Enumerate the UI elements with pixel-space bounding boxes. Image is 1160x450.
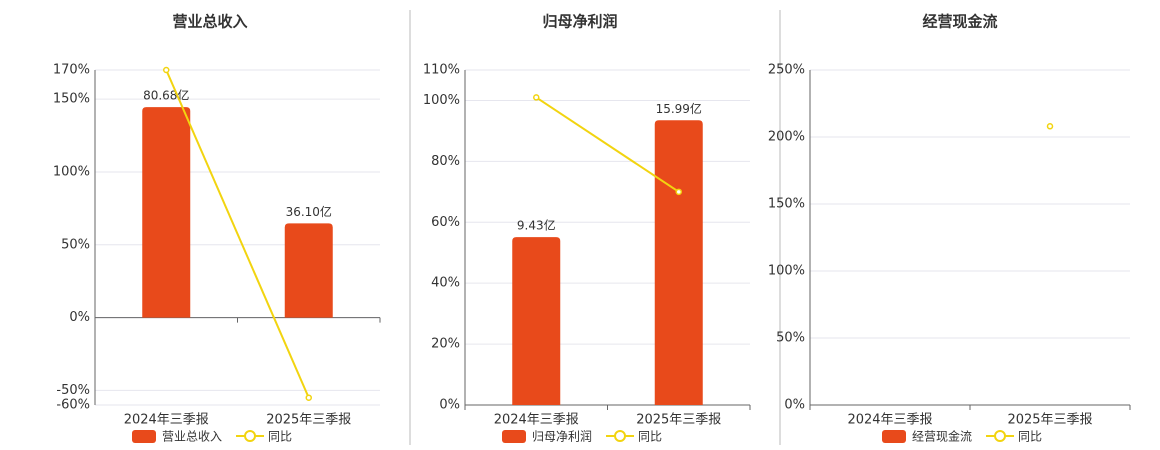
legend-swatch xyxy=(502,430,526,443)
legend-label: 同比 xyxy=(1018,430,1042,444)
legend-swatch xyxy=(882,430,906,443)
x-tick-label: 2024年三季报 xyxy=(124,413,209,428)
y-tick-label: -60% xyxy=(56,398,90,413)
y-tick-label: 100% xyxy=(423,93,460,108)
y-tick-label: 20% xyxy=(431,337,460,352)
bar xyxy=(284,223,333,318)
line-point xyxy=(163,66,170,74)
legend-label: 营业总收入 xyxy=(162,430,222,444)
chart-title: 营业总收入 xyxy=(172,13,247,31)
y-tick-label: 250% xyxy=(768,63,805,78)
line-point xyxy=(675,188,682,196)
legend-swatch xyxy=(244,430,257,442)
line xyxy=(535,96,680,193)
legend-label: 同比 xyxy=(268,430,292,444)
y-tick-label: 0% xyxy=(439,398,460,413)
y-tick-label: 200% xyxy=(768,130,805,145)
y-tick-label: 0% xyxy=(784,398,805,413)
legend-swatch xyxy=(132,430,156,443)
line-point xyxy=(305,394,312,401)
x-tick-label: 2025年三季报 xyxy=(636,413,721,428)
legend-label: 归母净利润 xyxy=(532,430,592,444)
y-tick-label: 100% xyxy=(768,264,805,279)
y-tick-label: -50% xyxy=(56,383,90,398)
x-tick-label: 2025年三季报 xyxy=(266,413,351,428)
x-tick-label: 2025年三季报 xyxy=(1007,413,1092,428)
y-tick-label: 50% xyxy=(61,237,90,252)
value-label: 36.10亿 xyxy=(286,204,332,219)
legend-swatch xyxy=(614,430,627,442)
line-point xyxy=(1046,123,1054,130)
y-tick-label: 170% xyxy=(53,63,90,78)
bar xyxy=(512,237,561,405)
bar xyxy=(654,120,703,405)
x-tick-label: 2024年三季报 xyxy=(847,413,932,428)
legend-label: 同比 xyxy=(638,430,662,444)
y-tick-label: 150% xyxy=(53,92,90,107)
y-tick-label: 80% xyxy=(431,154,460,169)
line-point xyxy=(533,94,540,101)
y-tick-label: 60% xyxy=(431,215,460,230)
chart-title: 归母净利润 xyxy=(542,13,617,31)
y-tick-label: 50% xyxy=(776,331,805,346)
y-tick-label: 150% xyxy=(768,197,805,212)
chart-title: 经营现金流 xyxy=(922,13,997,31)
legend-label: 经营现金流 xyxy=(912,429,972,444)
legend-swatch xyxy=(994,430,1007,442)
y-tick-label: 100% xyxy=(53,164,90,179)
line xyxy=(165,69,310,399)
value-label: 80.68亿 xyxy=(143,88,189,103)
value-label: 9.43亿 xyxy=(517,218,556,233)
y-tick-label: 40% xyxy=(431,276,460,291)
y-tick-label: 0% xyxy=(69,310,90,325)
x-tick-label: 2024年三季报 xyxy=(494,413,579,428)
bar xyxy=(142,107,191,318)
y-tick-label: 110% xyxy=(423,63,460,78)
value-label: 15.99亿 xyxy=(656,101,702,116)
